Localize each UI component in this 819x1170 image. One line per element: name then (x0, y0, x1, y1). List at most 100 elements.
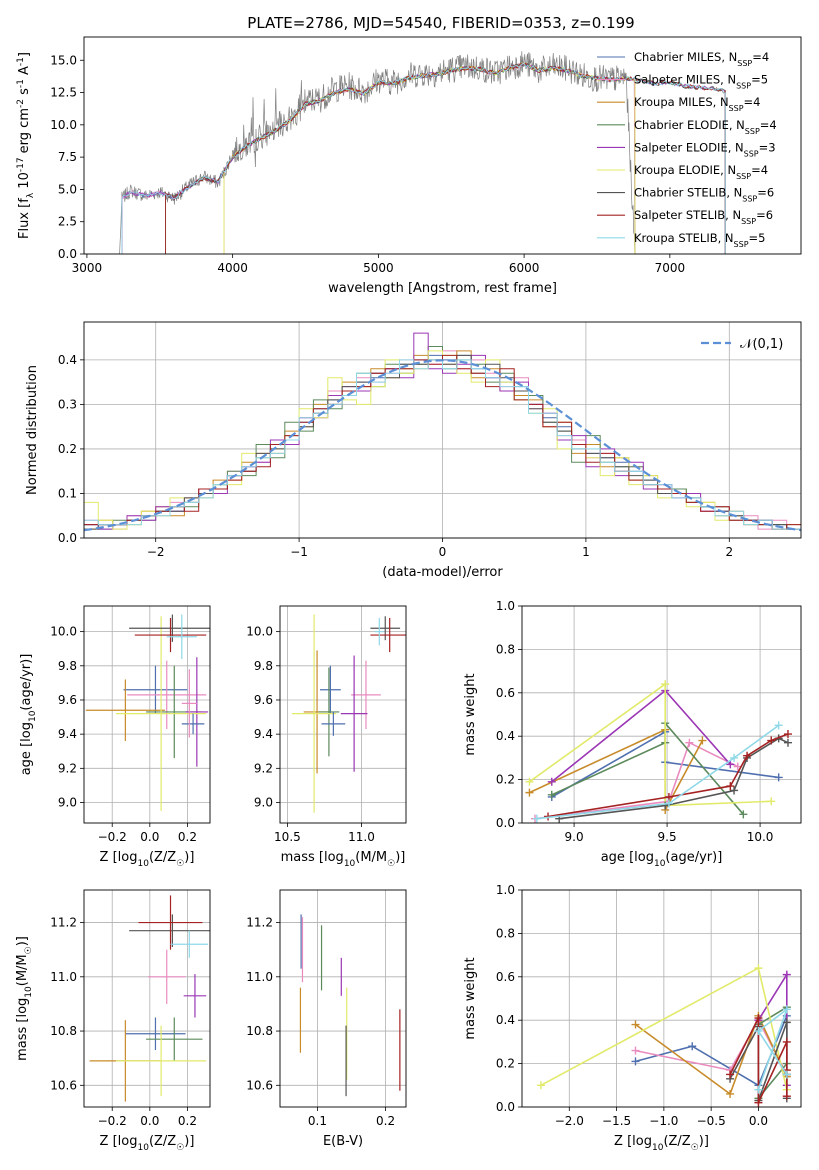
label-part: )] (184, 850, 194, 865)
y-tick-label: 10.8 (50, 1024, 77, 1038)
x-tick-label: 9.0 (565, 830, 584, 844)
spectrum-model-line-1 (121, 62, 636, 254)
y-tick-label: 1.0 (496, 599, 515, 613)
label-sub: 10 (654, 859, 666, 869)
errorbar-point (129, 614, 210, 642)
legend-sub: SSP (736, 172, 751, 181)
weight-point-marker (525, 777, 534, 786)
weight-point-marker (754, 964, 763, 973)
legend-sub: SSP (744, 149, 759, 158)
errorbar-point (125, 1017, 186, 1051)
x-axis-label: Z [log10(Z/Z☉)] (614, 1134, 709, 1153)
errorbar-point (181, 713, 205, 735)
weight-point-marker (782, 970, 791, 979)
label-sub: ☉ (176, 859, 184, 869)
label-sub: 10 (344, 859, 356, 869)
y-tick-label: 9.6 (254, 693, 273, 707)
weight-point-marker (536, 1081, 545, 1090)
label-sub: 10 (28, 710, 38, 722)
label-part: age [ (19, 742, 34, 775)
weight-point-marker (782, 1005, 791, 1014)
x-axis-label: E(B-V) (323, 1134, 363, 1149)
legend-model-name: Chabrier STELIB, N (634, 186, 742, 200)
spectrum-model-line-9 (121, 63, 726, 254)
y-tick-label: 12.5 (50, 86, 77, 100)
errorbar-point (170, 930, 209, 958)
errorbar-point (85, 679, 165, 741)
age-vs-mass-plot-area (291, 614, 406, 813)
spectrum-model-line-7 (165, 62, 726, 254)
y-tick-label: 15.0 (50, 53, 77, 67)
errorbar-point (374, 617, 384, 646)
weight-point-marker (730, 786, 739, 795)
x-tick-label: 11.0 (348, 830, 375, 844)
label-part: Z [ (100, 850, 118, 865)
x-tick-label: −1.0 (649, 1114, 678, 1128)
legend-entry: Kroupa ELODIE, NSSP=4 (634, 163, 768, 181)
label-part: Normed distribution (25, 365, 40, 495)
residual-hist-9 (84, 359, 801, 538)
spectrum-model-line-3 (223, 62, 636, 254)
weight-point-marker (547, 777, 556, 786)
weight-point-marker (698, 736, 707, 745)
age-vs-mass-panel: 10.5 11.0 9.0 9.2 9.4 9.6 9.8 10.0 mass [log10(M… (246, 605, 407, 869)
label-part: log (634, 850, 654, 865)
y-tick-label: 11.0 (50, 970, 77, 984)
x-tick-label: 0.1 (308, 1114, 327, 1128)
y-tick-label: 0.4 (496, 729, 515, 743)
axes-frame (521, 605, 802, 824)
weight-point-marker (782, 1018, 791, 1027)
y-tick-label: 9.0 (58, 795, 77, 809)
y-tick-label: 9.8 (58, 659, 77, 673)
legend-nssp: =3 (759, 140, 776, 154)
errorbar-point (351, 660, 381, 730)
weight-point-marker (782, 1070, 791, 1079)
legend-entry: Salpeter STELIB, NSSP=6 (634, 208, 773, 226)
figure-title: PLATE=2786, MJD=54540, FIBERID=0353, z=0… (247, 14, 634, 32)
mass-vs-EBV-panel: 0.1 0.2 10.6 10.8 11.0 11.2 E(B-V) (246, 889, 407, 1149)
label-part: (M/M (355, 850, 387, 865)
weight-point-marker (774, 773, 783, 782)
label-part: )] (15, 936, 30, 946)
y-tick-label: 9.8 (254, 659, 273, 673)
axes-frame (521, 889, 802, 1108)
legend-sub: SSP (745, 126, 760, 135)
x-tick-label: 2 (725, 545, 733, 559)
axes-frame (83, 605, 211, 824)
weight-vs-age-plot-area (525, 680, 792, 823)
label-part: log (632, 1134, 652, 1149)
spectrum-panel: 3000 4000 5000 6000 7000 0.0 2.5 5.0 7.5 10.0 12.5… (16, 36, 802, 296)
weight-point-marker (525, 788, 534, 797)
legend-sub: SSP (741, 217, 756, 226)
y-tick-label: 10.8 (246, 1024, 273, 1038)
x-tick-label: 3000 (72, 261, 103, 275)
spectrum-model-line-6 (223, 62, 636, 254)
y-tick-label: 0.0 (58, 531, 77, 545)
axes-frame (83, 36, 802, 255)
x-tick-label: 7000 (655, 261, 686, 275)
legend-sub: SSP (734, 239, 749, 248)
errorbar-point (291, 614, 337, 813)
x-tick-label: −0.5 (697, 1114, 726, 1128)
weight-point-marker (754, 1014, 763, 1023)
x-axis-label: Z [log10(Z/Z☉)] (100, 1134, 195, 1153)
y-axis-label: age [log10(age/yr)] (19, 654, 38, 776)
label-part: Z [ (100, 1134, 118, 1149)
y-tick-label: 0.2 (496, 1057, 515, 1071)
errorbar-point (166, 614, 197, 659)
weight-point-marker (743, 751, 752, 760)
y-axis-label: mass [log10(M/M☉)] (15, 936, 34, 1061)
label-part: (Z/Z (149, 1134, 176, 1149)
y-tick-label: 0.4 (58, 353, 77, 367)
weight-point-marker (685, 738, 694, 747)
errorbar-point (321, 711, 346, 736)
x-tick-label: 0 (439, 545, 447, 559)
weight-point-marker (631, 1020, 640, 1029)
y-axis-label: mass weight (463, 673, 478, 755)
label-sub: λ (26, 192, 36, 198)
x-axis-label: (data-model)/error (382, 565, 503, 580)
weight-point-marker (754, 1098, 763, 1107)
x-tick-label: 0.2 (178, 1114, 197, 1128)
label-sub: 10 (138, 1143, 150, 1153)
errorbar-point (127, 660, 207, 730)
